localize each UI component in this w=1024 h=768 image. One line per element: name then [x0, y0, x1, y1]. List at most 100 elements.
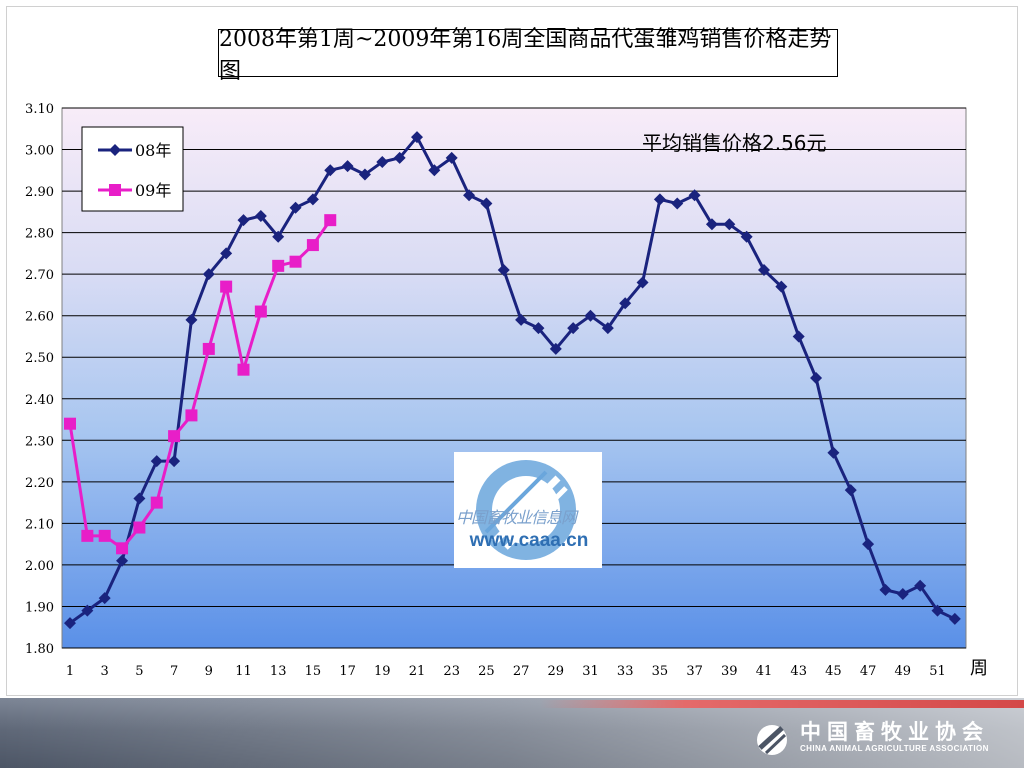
x-tick-label: 5 — [135, 664, 143, 679]
series-line-0 — [69, 135, 956, 625]
y-tick-label: 2.00 — [25, 559, 54, 574]
x-tick-label: 7 — [170, 664, 178, 679]
data-point-08 — [168, 455, 181, 468]
x-tick-label: 15 — [305, 664, 322, 679]
data-point-08 — [723, 218, 736, 231]
data-point-08 — [376, 156, 389, 168]
data-point-09 — [220, 280, 233, 293]
data-point-08 — [497, 264, 510, 276]
caaa-globe-icon — [476, 460, 576, 560]
footer-red-stripe — [540, 700, 1024, 708]
data-point-09 — [81, 529, 94, 542]
data-point-08 — [705, 218, 718, 231]
x-tick-label: 25 — [478, 664, 495, 679]
x-tick-label: 49 — [895, 664, 912, 679]
x-tick-label: 27 — [513, 664, 530, 679]
watermark-cn-text: 中国畜牧业信息网 — [456, 508, 577, 527]
data-point-09 — [324, 214, 337, 227]
data-point-08 — [619, 297, 632, 310]
data-point-08 — [844, 484, 857, 497]
data-point-09 — [133, 521, 146, 534]
data-point-08 — [133, 492, 146, 505]
y-tick-label: 1.90 — [25, 600, 54, 615]
y-tick-label: 2.50 — [25, 351, 54, 366]
data-point-08 — [862, 538, 875, 551]
data-point-08 — [671, 197, 684, 210]
data-point-08 — [185, 313, 198, 326]
association-name-cn: 中国畜牧业协会 — [800, 720, 989, 744]
y-tick-label: 2.10 — [25, 517, 54, 532]
data-point-08 — [306, 193, 319, 206]
watermark-url: www.caaa.cn — [469, 530, 589, 551]
data-point-08 — [411, 131, 423, 144]
legend: 08年 09年 — [81, 126, 184, 212]
x-tick-label: 19 — [374, 664, 391, 679]
data-point-08 — [428, 164, 441, 177]
data-point-08 — [636, 276, 649, 289]
association-logo-icon — [757, 725, 787, 755]
data-point-09 — [64, 417, 76, 430]
data-point-08 — [393, 151, 406, 164]
y-tick-label: 2.90 — [25, 185, 54, 200]
data-point-08 — [775, 280, 788, 293]
data-point-08 — [532, 322, 545, 335]
data-point-09 — [306, 239, 319, 252]
line-chart: 3.10 3.00 2.90 2.80 2.70 2.60 2.50 2.40 2.30 2.20… — [25, 102, 988, 679]
x-tick-label: 47 — [860, 664, 877, 679]
x-tick-label: 35 — [652, 664, 669, 679]
data-point-08 — [220, 247, 233, 260]
data-point-08 — [792, 330, 805, 343]
data-point-08 — [463, 189, 476, 202]
data-point-08 — [81, 604, 94, 617]
chart-title: 2008年第1周~2009年第16周全国商品代蛋雏鸡销售价格走势图 — [218, 27, 838, 84]
data-point-09 — [202, 342, 215, 355]
data-point-08 — [931, 604, 944, 617]
data-point-09 — [289, 255, 302, 268]
x-tick-label: 1 — [66, 664, 74, 679]
data-point-08 — [827, 446, 840, 459]
y-tick-label: 2.20 — [25, 476, 54, 491]
data-point-08 — [358, 168, 371, 181]
data-point-08 — [740, 230, 753, 243]
y-tick-label: 2.30 — [25, 434, 54, 449]
x-tick-label: 29 — [548, 664, 565, 679]
data-point-08 — [98, 592, 111, 605]
data-point-09 — [168, 430, 181, 443]
x-tick-label: 31 — [582, 664, 599, 679]
data-point-08 — [237, 214, 250, 227]
x-tick-label: 23 — [443, 664, 460, 679]
data-point-08 — [758, 264, 770, 276]
data-point-08 — [116, 554, 129, 567]
x-tick-label: 33 — [617, 664, 634, 679]
data-point-08 — [549, 342, 562, 355]
x-tick-label: 37 — [686, 664, 703, 679]
data-point-08 — [584, 309, 597, 322]
legend-marker — [109, 144, 121, 156]
data-point-08 — [324, 164, 337, 177]
data-point-08 — [272, 230, 285, 243]
data-point-08 — [948, 612, 961, 625]
data-point-08 — [879, 583, 892, 596]
data-point-08 — [567, 322, 580, 335]
x-tick-label: 43 — [790, 664, 807, 679]
data-point-09 — [237, 363, 250, 376]
legend-label: 08年 — [135, 141, 171, 160]
data-point-09 — [98, 529, 111, 542]
data-point-08 — [445, 151, 458, 164]
y-tick-label: 3.10 — [25, 102, 54, 117]
data-point-08 — [64, 617, 76, 630]
y-tick-label: 2.70 — [25, 268, 54, 283]
data-point-09 — [116, 542, 129, 555]
y-tick-label: 1.80 — [25, 642, 54, 657]
data-point-08 — [810, 372, 823, 384]
average-price-annotation: 平均销售价格2.56元 — [642, 131, 827, 155]
data-point-08 — [202, 268, 215, 281]
series-line-1 — [68, 219, 332, 550]
x-tick-label: 13 — [270, 664, 287, 679]
x-axis-label: 周 — [970, 658, 988, 679]
x-tick-label: 39 — [721, 664, 738, 679]
data-point-08 — [254, 210, 267, 222]
x-tick-label: 41 — [756, 664, 773, 679]
data-point-08 — [601, 322, 614, 335]
data-point-08 — [688, 189, 701, 202]
